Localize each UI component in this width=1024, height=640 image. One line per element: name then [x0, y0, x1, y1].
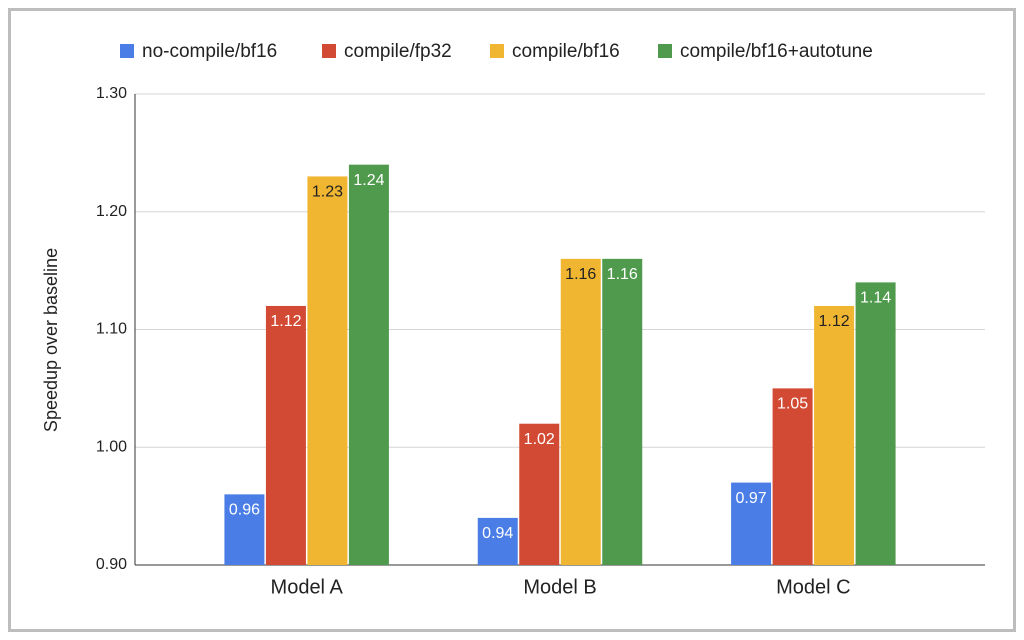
legend-swatch [120, 44, 134, 58]
bar [855, 282, 896, 565]
value-label: 1.12 [270, 313, 301, 330]
value-label: 1.02 [524, 431, 555, 448]
value-label: 1.12 [819, 313, 850, 330]
bar [772, 388, 813, 565]
legend-swatch [322, 44, 336, 58]
y-tick-label: 1.10 [96, 321, 127, 338]
value-label: 1.14 [860, 290, 891, 307]
bar [814, 305, 855, 565]
y-tick-label: 1.00 [96, 438, 127, 455]
bar [477, 517, 518, 565]
value-label: 0.94 [482, 525, 513, 542]
y-tick-label: 1.30 [96, 85, 127, 102]
bar [307, 176, 348, 566]
value-label: 1.05 [777, 396, 808, 413]
value-label: 0.97 [736, 490, 767, 507]
bar [602, 258, 643, 565]
legend-label: compile/fp32 [344, 41, 452, 62]
legend-label: compile/bf16 [512, 41, 620, 62]
legend-label: no-compile/bf16 [142, 41, 277, 62]
legend-label: compile/bf16+autotune [680, 41, 873, 62]
bar [265, 305, 306, 565]
bar [560, 258, 601, 565]
y-axis-title: Speedup over baseline [41, 248, 61, 432]
value-label: 1.16 [565, 266, 596, 283]
bar [731, 482, 772, 565]
frame [8, 8, 1016, 632]
bar [348, 164, 389, 565]
bar [519, 423, 560, 565]
legend-swatch [490, 44, 504, 58]
x-tick-label: Model C [776, 576, 850, 598]
y-tick-label: 1.20 [96, 203, 127, 220]
legend-swatch [658, 44, 672, 58]
value-label: 1.24 [353, 172, 384, 189]
value-label: 1.16 [607, 266, 638, 283]
x-tick-label: Model B [523, 576, 596, 598]
y-tick-label: 0.90 [96, 556, 127, 573]
x-tick-label: Model A [271, 576, 344, 598]
value-label: 0.96 [229, 502, 260, 519]
value-label: 1.23 [312, 184, 343, 201]
bar [224, 494, 265, 565]
